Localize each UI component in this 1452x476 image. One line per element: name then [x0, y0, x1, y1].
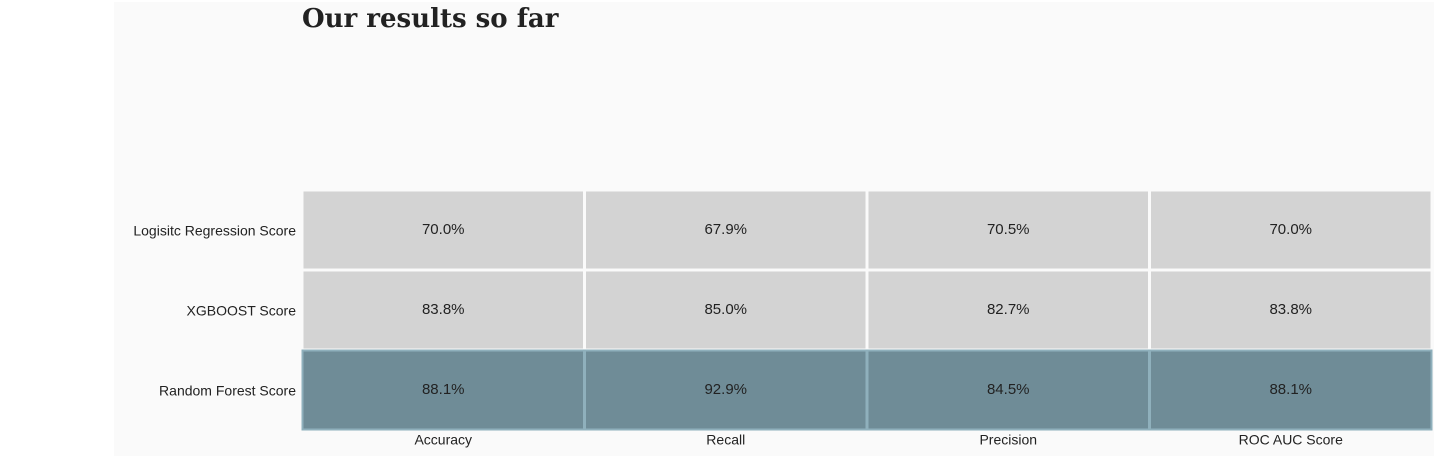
row-labels: Logisitc Regression Score XGBOOST Score Ra… — [133, 223, 296, 399]
cell-value-label: 70.0% — [422, 221, 465, 238]
row-label: XGBOOST Score — [187, 303, 297, 319]
heatmap-cell — [303, 351, 583, 429]
cell-value-label: 85.0% — [704, 301, 747, 318]
heatmap-cell — [586, 191, 866, 269]
cell-value-label: 88.1% — [1269, 381, 1312, 398]
cell-value-label: 88.1% — [422, 381, 465, 398]
cell-value-labels: 70.0% 67.9% 70.5% 70.0% 83.8% 85.0% 82.7% 83.8%… — [422, 221, 1312, 398]
cell-value-label: 67.9% — [704, 221, 747, 238]
row-label: Random Forest Score — [159, 383, 296, 399]
column-label: Accuracy — [414, 432, 472, 448]
column-labels: Accuracy Recall Precision ROC AUC Score — [414, 432, 1343, 448]
cell-value-label: 84.5% — [987, 381, 1030, 398]
heatmap-cells — [303, 191, 1431, 429]
heatmap-cell — [586, 351, 866, 429]
heatmap-cell — [868, 351, 1148, 429]
column-label: Recall — [706, 432, 745, 448]
highlight-row-border — [301, 349, 1433, 431]
cell-value-label: 92.9% — [704, 381, 747, 398]
chart-title: Our results so far — [302, 4, 559, 34]
column-label: ROC AUC Score — [1239, 432, 1343, 448]
column-label: Precision — [979, 432, 1037, 448]
cell-value-label: 70.5% — [987, 221, 1030, 238]
cell-value-label: 82.7% — [987, 301, 1030, 318]
cell-value-label: 70.0% — [1269, 221, 1312, 238]
highlight-layer — [301, 349, 1433, 431]
heatmap-cell — [1151, 271, 1431, 349]
heatmap-cell — [303, 191, 583, 269]
heatmap-cell — [868, 191, 1148, 269]
heatmap-cell — [303, 271, 583, 349]
heatmap-cell — [1151, 351, 1431, 429]
heatmap-cell — [586, 271, 866, 349]
cell-value-label: 83.8% — [422, 301, 465, 318]
heatmap-cell — [868, 271, 1148, 349]
cell-value-label: 83.8% — [1269, 301, 1312, 318]
heatmap-cell — [1151, 191, 1431, 269]
row-label: Logisitc Regression Score — [133, 223, 296, 239]
